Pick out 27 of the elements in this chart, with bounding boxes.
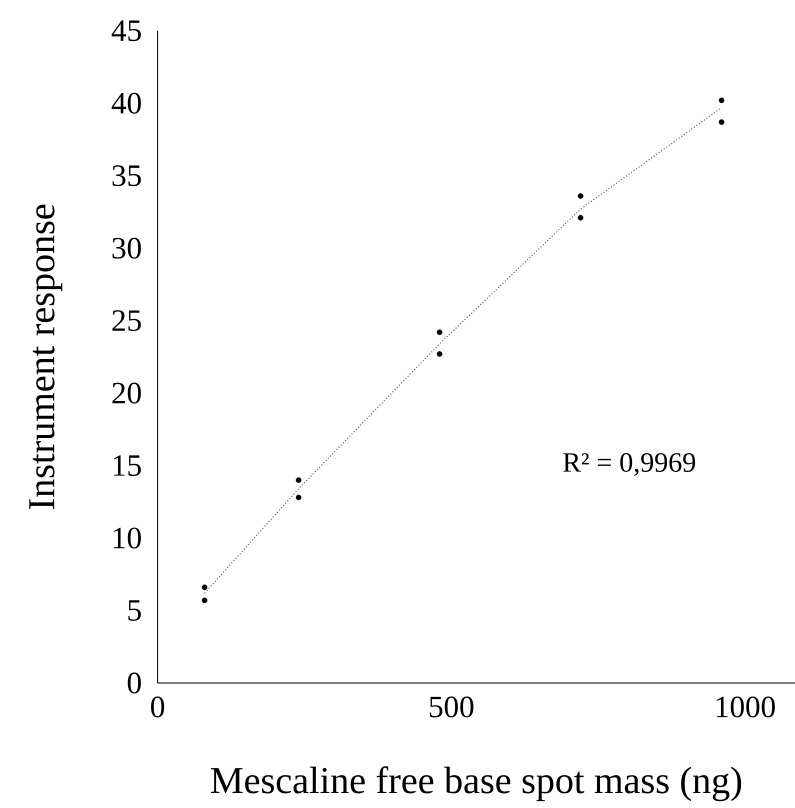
point bbox=[202, 598, 208, 604]
annotation: R² = 0,9969 bbox=[563, 453, 696, 476]
y-tick-label: 25 bbox=[112, 310, 141, 332]
point bbox=[718, 98, 724, 104]
point bbox=[578, 193, 584, 199]
point bbox=[718, 119, 724, 125]
point bbox=[436, 351, 442, 357]
point bbox=[578, 214, 584, 221]
y-tick-label: 40 bbox=[112, 92, 141, 114]
x-tick-label: 500 bbox=[430, 696, 474, 718]
y-tick-label: 15 bbox=[114, 455, 141, 476]
point bbox=[296, 494, 302, 500]
y-tick-label: 35 bbox=[112, 165, 141, 186]
y-axis-title: Instrument response bbox=[29, 204, 62, 510]
x-tick-label: 0 bbox=[151, 696, 164, 718]
y-tick-label: 0 bbox=[128, 672, 141, 694]
y-tick-label: 10 bbox=[114, 528, 141, 549]
y-tick-label: 45 bbox=[112, 20, 141, 42]
y-tick-label: 30 bbox=[112, 238, 141, 259]
point bbox=[202, 584, 208, 590]
point bbox=[296, 477, 302, 483]
line-series bbox=[204, 107, 722, 594]
x-axis-title: Mescaline free base spot mass (ng) bbox=[210, 766, 742, 802]
y-tick-label: 5 bbox=[128, 600, 141, 621]
point bbox=[436, 329, 442, 336]
y-tick-label: 20 bbox=[112, 382, 141, 404]
x-tick-label: 1000 bbox=[716, 696, 775, 718]
